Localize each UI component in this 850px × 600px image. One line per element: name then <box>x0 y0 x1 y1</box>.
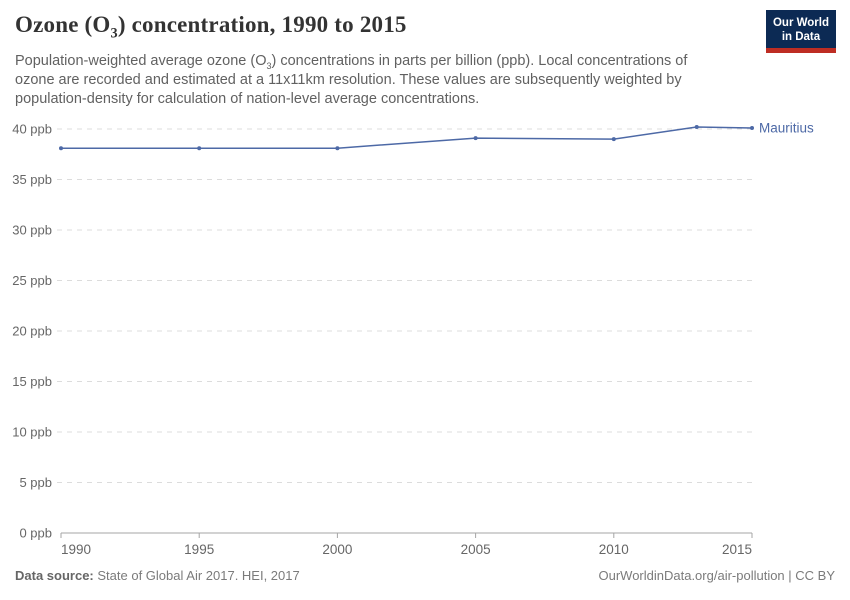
data-source-note: Data source: State of Global Air 2017. H… <box>15 568 300 583</box>
data-line <box>61 126 753 149</box>
subtitle-text-1: Population-weighted average ozone (O <box>15 53 267 69</box>
y-axis-tick-label: 10 ppb <box>12 425 52 440</box>
owid-url-link[interactable]: OurWorldinData.org/air-pollution | CC BY <box>598 568 835 583</box>
y-axis-tick-label: 35 ppb <box>12 172 52 187</box>
chart-title-suffix: ) concentration, 1990 to 2015 <box>117 12 407 37</box>
subtitle-text-2: ) concentrations in parts per billion (p… <box>15 53 688 107</box>
data-point <box>611 137 616 142</box>
y-axis-tick-label: 5 ppb <box>19 475 52 490</box>
x-axis-tick-label: 2005 <box>461 542 491 557</box>
chart-subtitle: Population-weighted average ozone (O3) c… <box>15 52 715 109</box>
owid-logo-line2: in Data <box>781 31 821 43</box>
data-point <box>335 146 340 151</box>
owid-logo[interactable]: Our World in Data <box>765 10 836 53</box>
data-point <box>473 136 478 141</box>
y-axis-tick-label: 30 ppb <box>12 223 52 238</box>
chart-title-subscript: 3 <box>110 25 118 42</box>
y-axis-tick-label: 15 ppb <box>12 374 52 389</box>
y-axis-tick-label: 40 ppb <box>12 122 52 137</box>
data-point <box>197 146 202 151</box>
chart-title-text: Ozone (O <box>15 12 111 37</box>
y-axis-tick-label: 25 ppb <box>12 273 52 288</box>
x-axis-tick-label: 2010 <box>599 542 629 557</box>
owid-logo-line1: Our World <box>772 17 829 29</box>
y-axis-tick-label: 0 ppb <box>19 526 52 541</box>
series-label: Mauritius <box>759 120 814 135</box>
x-axis-tick-label: 2015 <box>722 542 752 557</box>
y-axis-tick-label: 20 ppb <box>12 324 52 339</box>
chart-title: Ozone (O3) concentration, 1990 to 2015 <box>15 12 407 41</box>
x-axis-tick-label: 1995 <box>184 542 214 557</box>
subtitle-subscript: 3 <box>266 60 272 71</box>
data-point <box>750 125 754 130</box>
data-point <box>694 124 699 129</box>
x-axis-tick-label: 1990 <box>61 542 91 557</box>
x-axis-tick-label: 2000 <box>322 542 352 557</box>
line-chart-plot: 0 ppb 5 ppb 10 ppb 15 ppb 20 ppb 25 ppb 30 ppb… <box>12 120 814 557</box>
chart-footer: Data source: State of Global Air 2017. H… <box>15 568 835 583</box>
data-point <box>59 146 63 151</box>
data-source-text: State of Global Air 2017. HEI, 2017 <box>97 568 300 583</box>
data-source-label: Data source: <box>15 568 94 583</box>
